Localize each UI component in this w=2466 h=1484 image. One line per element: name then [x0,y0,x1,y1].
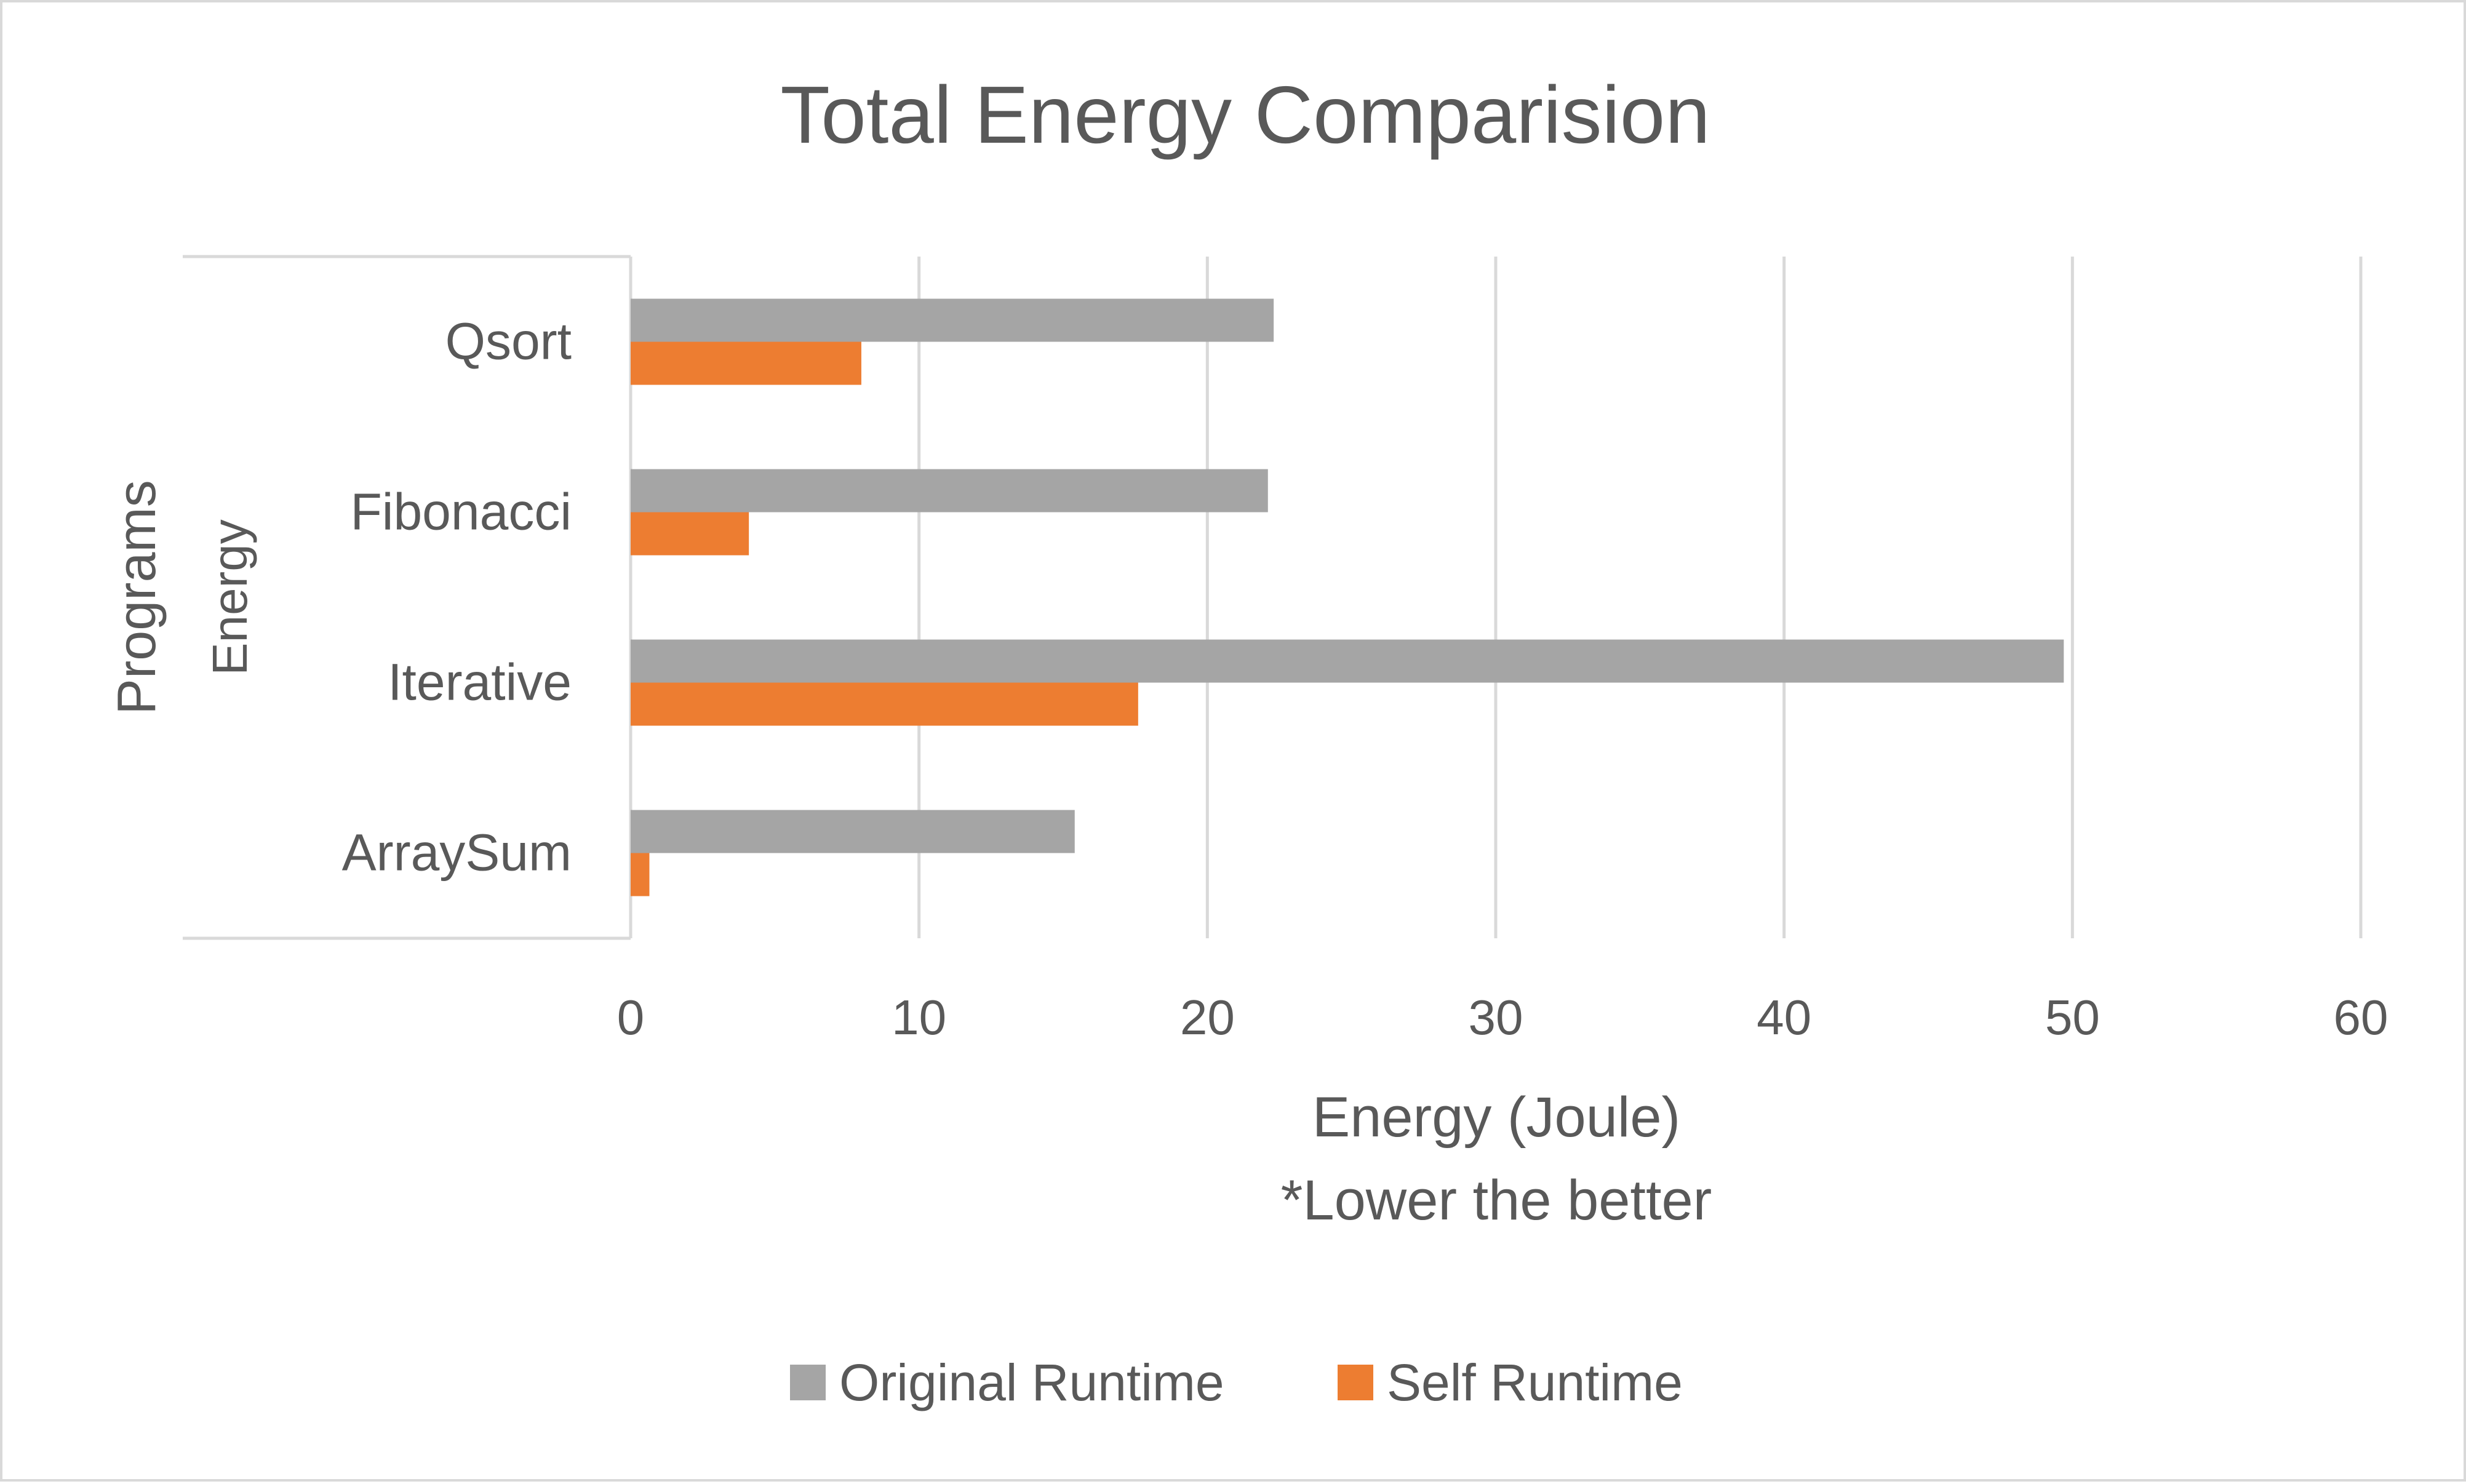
category-label: Fibonacci [350,483,572,541]
category-label: Iterative [388,653,572,711]
bar [631,853,650,896]
x-tick-label: 0 [617,990,645,1045]
x-tick-label: 10 [892,990,946,1045]
y-axis-label-energy: Energy [202,519,257,675]
x-tick-label: 30 [1469,990,1523,1045]
legend-swatch [790,1365,826,1400]
bar [631,810,1075,853]
x-tick-labels: 0 10 20 30 40 50 60 [617,990,2388,1045]
bar [631,682,1138,726]
x-axis-note: *Lower the better [1281,1169,1712,1232]
bar [631,341,861,385]
legend-label: Self Runtime [1387,1354,1683,1411]
bar [631,298,1274,342]
x-tick-label: 60 [2334,990,2388,1045]
x-axis-label: Energy (Joule) [1312,1086,1680,1149]
gridlines [917,257,2363,938]
bars [631,298,2064,896]
legend-label: Original Runtime [839,1354,1224,1411]
legend: Original Runtime Self Runtime [790,1354,1683,1411]
bar [631,639,2064,683]
legend-swatch [1338,1365,1373,1400]
category-labels: Qsort Fibonacci Iterative ArraySum [342,313,572,882]
bar [631,512,749,556]
x-tick-label: 20 [1180,990,1235,1045]
category-label: Qsort [445,313,572,370]
y-axis-label-programs: Programs [106,480,167,714]
x-tick-label: 40 [1757,990,1811,1045]
bar [631,469,1268,513]
chart-title: Total Energy Comparision [780,70,1710,160]
category-label: ArraySum [342,824,572,882]
x-tick-label: 50 [2045,990,2100,1045]
